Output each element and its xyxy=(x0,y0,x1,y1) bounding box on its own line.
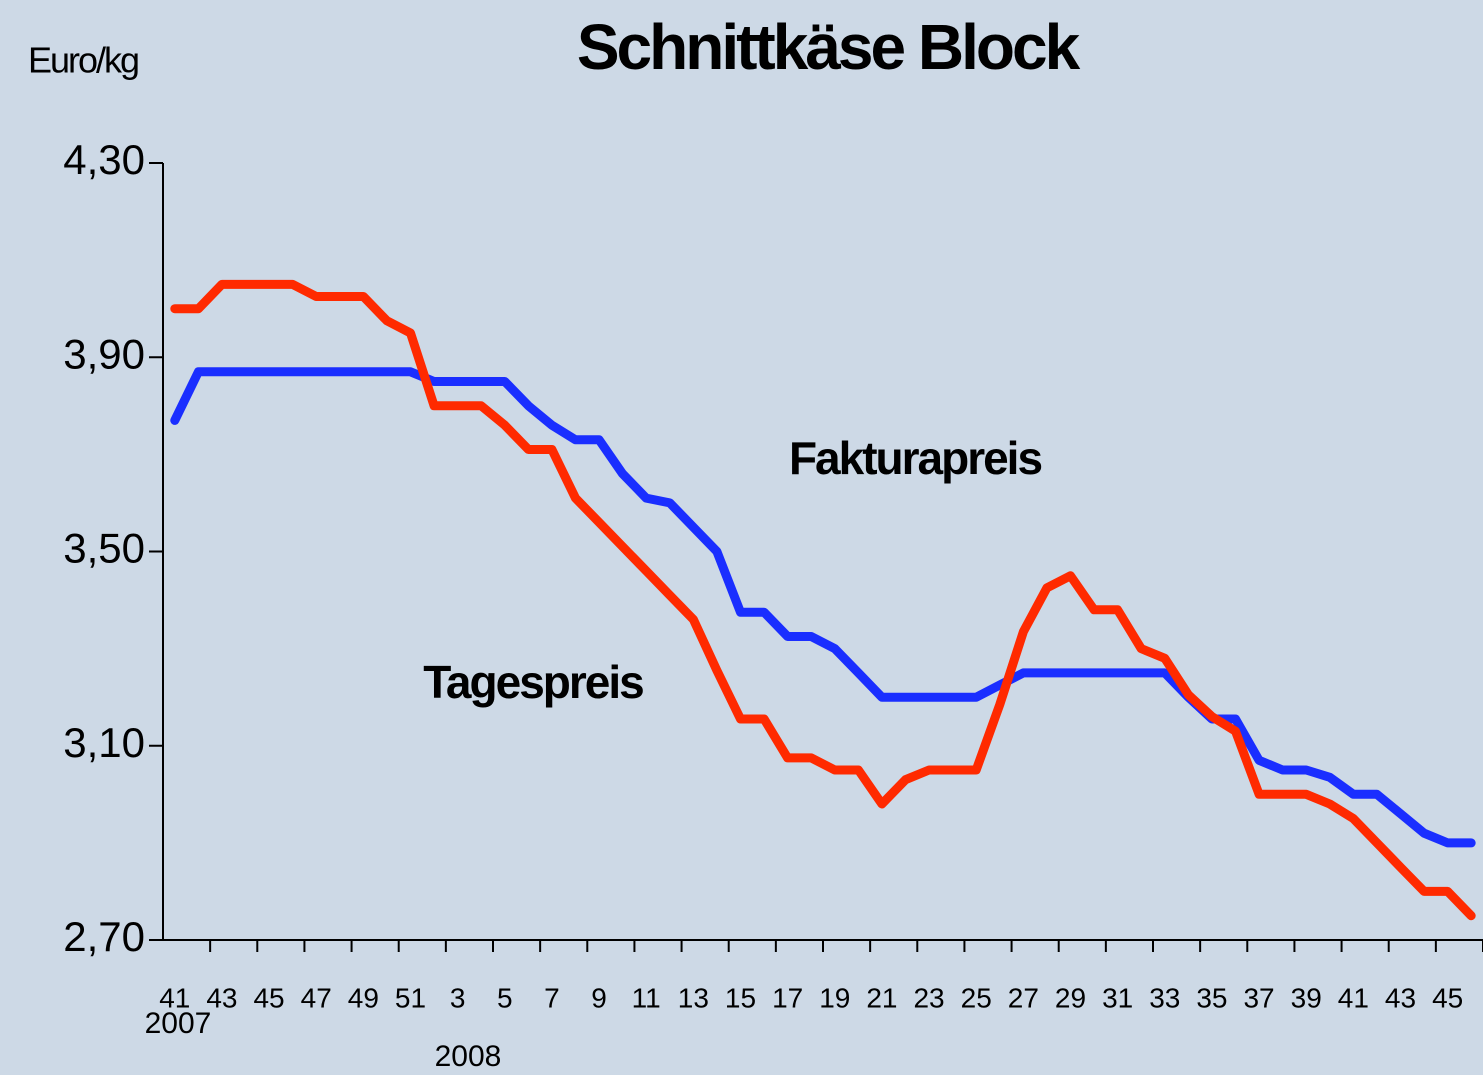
x-tick-label: 47 xyxy=(301,982,332,1013)
x-tick-label: 45 xyxy=(253,982,284,1013)
year-label: 2007 xyxy=(145,1007,212,1040)
series-label: Tagespreis xyxy=(423,656,643,708)
x-tick-label: 51 xyxy=(395,982,426,1013)
x-tick-label: 27 xyxy=(1008,982,1039,1013)
x-tick-label: 37 xyxy=(1243,982,1274,1013)
x-tick-label: 29 xyxy=(1055,982,1086,1013)
x-tick-label: 21 xyxy=(866,982,897,1013)
series-label: Fakturapreis xyxy=(789,432,1042,484)
x-tick-label: 13 xyxy=(678,982,709,1013)
x-tick-label: 39 xyxy=(1291,982,1322,1013)
x-tick-label: 19 xyxy=(819,982,850,1013)
y-tick-label: 3,10 xyxy=(63,719,145,766)
y-tick-label: 3,50 xyxy=(63,525,145,572)
series-line xyxy=(170,279,1476,921)
chart-title: Schnittkäse Block xyxy=(577,11,1081,83)
x-tick-label: 35 xyxy=(1196,982,1227,1013)
x-tick-label: 23 xyxy=(913,982,944,1013)
x-tick-label: 43 xyxy=(1385,982,1416,1013)
y-tick-label: 3,90 xyxy=(63,330,145,377)
y-tick-label: 4,30 xyxy=(63,136,145,183)
series-line xyxy=(170,367,1476,848)
x-tick-label: 7 xyxy=(544,982,560,1013)
x-tick-label: 15 xyxy=(725,982,756,1013)
year-label: 2008 xyxy=(435,1040,502,1073)
y-tick-label: 2,70 xyxy=(63,913,145,960)
x-tick-label: 17 xyxy=(772,982,803,1013)
x-tick-label: 33 xyxy=(1149,982,1180,1013)
x-tick-label: 43 xyxy=(206,982,237,1013)
x-tick-label: 31 xyxy=(1102,982,1133,1013)
x-tick-label: 41 xyxy=(159,982,190,1013)
x-tick-label: 5 xyxy=(497,982,513,1013)
x-tick-label: 25 xyxy=(961,982,992,1013)
x-tick-label: 49 xyxy=(348,982,379,1013)
y-axis-label: Euro/kg xyxy=(28,40,138,81)
x-tick-label: 11 xyxy=(632,982,661,1013)
x-tick-label: 45 xyxy=(1432,982,1463,1013)
x-tick-label: 3 xyxy=(450,982,466,1013)
x-tick-label: 41 xyxy=(1338,982,1369,1013)
x-tick-label: 9 xyxy=(591,982,607,1013)
